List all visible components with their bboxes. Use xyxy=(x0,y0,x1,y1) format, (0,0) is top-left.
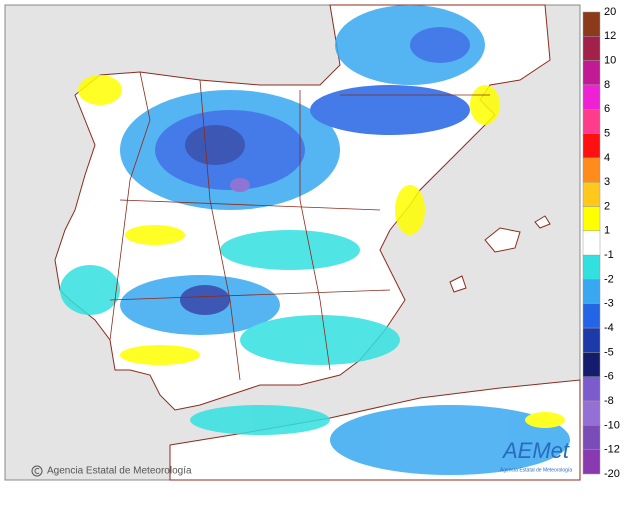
legend-swatch xyxy=(582,157,601,183)
legend-swatch xyxy=(582,206,601,232)
area xyxy=(330,405,570,475)
border xyxy=(299,90,331,371)
legend-label: -2 xyxy=(604,273,614,285)
legend-swatch xyxy=(582,279,601,305)
area xyxy=(240,315,400,365)
legend-swatch xyxy=(582,425,601,450)
area xyxy=(190,405,330,435)
border xyxy=(109,289,391,301)
legend-swatch xyxy=(582,109,601,134)
area xyxy=(310,85,470,135)
area xyxy=(220,230,360,270)
legend-label: 12 xyxy=(604,30,616,42)
legend-label: -10 xyxy=(604,419,620,431)
legend-swatch xyxy=(582,133,601,159)
legend-label: 10 xyxy=(604,55,616,67)
logo-name: AEMet xyxy=(501,438,570,463)
island xyxy=(449,275,467,293)
area xyxy=(78,75,122,105)
border xyxy=(199,79,241,381)
area xyxy=(60,265,120,315)
legend-swatch xyxy=(582,11,601,37)
legend-label: 8 xyxy=(604,79,610,91)
legend-label: 3 xyxy=(604,176,610,188)
area xyxy=(125,225,185,245)
legend-swatch xyxy=(582,376,601,402)
area xyxy=(120,345,200,365)
legend-label: 1 xyxy=(604,225,610,237)
border xyxy=(119,199,381,211)
legend-swatch xyxy=(582,254,601,280)
legend-label: -1 xyxy=(604,249,614,261)
area xyxy=(230,178,250,192)
logo: AEMet Agencia Estatal de Meteorología xyxy=(500,438,572,474)
legend-label: -12 xyxy=(604,444,620,456)
area xyxy=(180,285,230,315)
border xyxy=(109,71,151,341)
legend-label: 20 xyxy=(604,6,616,18)
island xyxy=(534,215,551,229)
legend-swatch xyxy=(582,84,601,110)
legend-label: -8 xyxy=(604,395,614,407)
legend-swatch xyxy=(582,230,601,256)
legend-swatch xyxy=(582,400,601,426)
legend-label: 2 xyxy=(604,200,610,212)
anomaly-field xyxy=(60,5,570,475)
legend-label: -5 xyxy=(604,346,614,358)
credit-text: Agencia Estatal de Meteorología xyxy=(47,466,192,477)
legend-swatch xyxy=(582,181,601,207)
copyright-icon xyxy=(31,465,43,477)
legend-label: 6 xyxy=(604,103,610,115)
legend-label: -3 xyxy=(604,298,614,310)
area xyxy=(395,185,425,235)
legend-swatch xyxy=(582,303,601,329)
credit: Agencia Estatal de Meteorología xyxy=(31,465,192,477)
legend-label: 4 xyxy=(604,152,610,164)
borders xyxy=(109,71,490,381)
legend-swatch xyxy=(582,36,601,61)
island xyxy=(484,227,521,253)
area xyxy=(410,27,470,63)
legend-swatch xyxy=(582,449,601,475)
area xyxy=(185,125,245,165)
legend-label: -4 xyxy=(604,322,614,334)
legend-swatch xyxy=(582,60,601,86)
legend-label: -20 xyxy=(604,468,620,480)
legend: 20 12 10 8 6 5 4 3 2 1 -1 -2 -3 -4 -5 -6 -8 -10 -12 -20 xyxy=(582,6,620,480)
copyright-icon xyxy=(34,468,40,474)
legend-swatch xyxy=(582,327,601,353)
legend-label: -6 xyxy=(604,371,614,383)
area xyxy=(525,412,565,428)
legend-label: 5 xyxy=(604,127,610,139)
area xyxy=(470,85,500,125)
legend-swatch xyxy=(582,352,601,377)
logo-subtitle: Agencia Estatal de Meteorología xyxy=(500,467,572,473)
